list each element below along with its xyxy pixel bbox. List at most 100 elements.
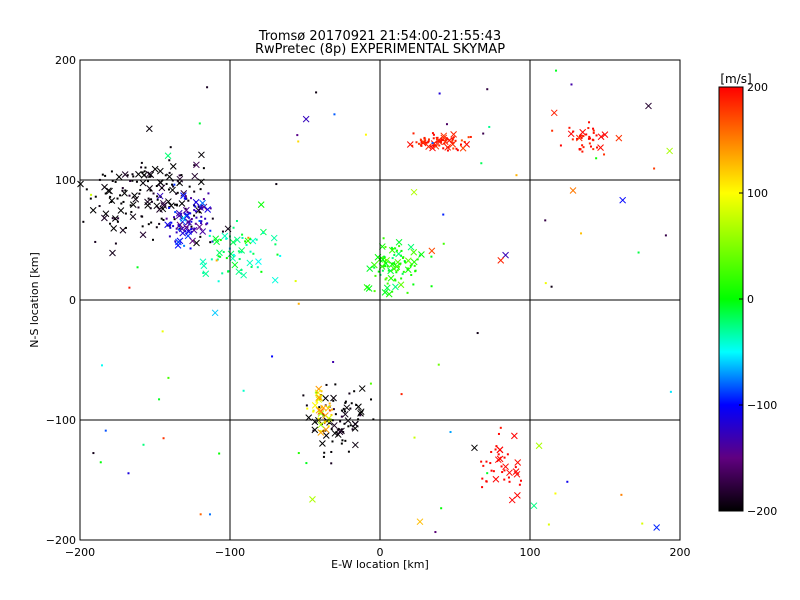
data-point-dot xyxy=(190,230,193,233)
data-point-x xyxy=(231,261,239,269)
data-point-dot xyxy=(139,189,142,192)
data-point-dot xyxy=(403,260,406,263)
data-point-dot xyxy=(114,218,117,221)
data-point-dot xyxy=(456,149,459,152)
data-point-dot xyxy=(370,398,373,401)
data-point-x xyxy=(366,265,374,273)
data-point-x xyxy=(200,262,208,270)
data-point-dot xyxy=(454,139,457,142)
data-point-dot xyxy=(566,480,569,483)
data-point-dot xyxy=(194,222,197,225)
data-point-dot xyxy=(452,136,455,139)
data-point-x xyxy=(388,261,396,268)
data-point-dot xyxy=(585,133,588,136)
x-ticks: −200 −100 0 100 200 xyxy=(65,546,691,559)
data-point-dot xyxy=(200,220,203,223)
data-point-dot xyxy=(653,167,656,170)
data-point-x xyxy=(330,422,338,429)
data-point-x xyxy=(229,255,237,262)
data-point-dot xyxy=(216,258,219,261)
data-point-x xyxy=(156,192,164,200)
data-point-dot xyxy=(294,280,297,283)
data-point-x xyxy=(392,283,399,291)
data-point-dot xyxy=(325,383,328,386)
data-point-dot xyxy=(399,262,402,265)
data-point-x xyxy=(309,496,316,503)
data-point-dot xyxy=(351,428,354,431)
data-point-dot xyxy=(467,136,470,139)
data-point-dot xyxy=(318,406,321,409)
data-point-dot xyxy=(189,212,192,215)
data-point-dot xyxy=(149,207,152,210)
data-point-dot xyxy=(340,409,343,412)
data-point-dot xyxy=(442,213,445,216)
data-point-dot xyxy=(320,422,323,425)
data-point-dot xyxy=(485,460,488,463)
data-point-dot xyxy=(158,222,161,225)
data-point-dot xyxy=(603,153,606,156)
y-tick-label: 100 xyxy=(55,174,76,187)
data-point-dot xyxy=(127,472,130,475)
data-point-x xyxy=(381,289,389,296)
data-point-dot xyxy=(430,285,433,288)
data-point-dot xyxy=(165,182,168,185)
data-point-dot xyxy=(94,240,97,243)
data-point-dot xyxy=(481,486,484,489)
data-point-dot xyxy=(339,420,342,423)
data-point-dot xyxy=(199,513,202,516)
data-point-dot xyxy=(486,472,489,475)
data-point-dot xyxy=(412,132,415,135)
data-point-dot xyxy=(431,142,434,145)
data-point-x xyxy=(315,406,323,414)
data-point-x xyxy=(169,162,177,170)
data-point-dot xyxy=(451,139,454,142)
data-point-dot xyxy=(109,222,112,225)
data-point-x xyxy=(311,426,319,434)
data-point-dot xyxy=(147,223,150,226)
data-point-x xyxy=(404,257,412,265)
data-point-dot xyxy=(109,195,112,198)
data-point-x xyxy=(390,265,398,273)
data-point-dot xyxy=(306,407,309,410)
data-point-dot xyxy=(494,448,497,451)
data-point-dot xyxy=(330,450,333,453)
data-point-x xyxy=(416,518,424,526)
data-point-dot xyxy=(485,480,488,483)
data-point-x xyxy=(407,243,415,251)
data-point-dot xyxy=(404,261,407,264)
data-point-dot xyxy=(394,279,397,282)
y-tick-label: −100 xyxy=(46,414,76,427)
data-point-x xyxy=(189,237,196,245)
data-point-dot xyxy=(499,426,502,429)
colorbar-tick-label: 100 xyxy=(747,187,768,200)
data-point-dot xyxy=(432,133,435,136)
data-point-dot xyxy=(240,251,243,254)
data-point-dot xyxy=(431,132,434,135)
data-point-dot xyxy=(332,408,335,411)
data-point-x xyxy=(135,170,142,178)
data-point-dot xyxy=(174,203,177,206)
data-point-dot xyxy=(187,199,190,202)
data-point-dot xyxy=(396,269,399,272)
data-point-dot xyxy=(440,138,443,141)
data-point-dot xyxy=(186,211,189,214)
data-point-x xyxy=(183,206,190,214)
data-point-x xyxy=(619,196,627,204)
data-point-x xyxy=(77,180,84,188)
data-point-dot xyxy=(400,393,403,396)
data-point-dot xyxy=(373,290,376,293)
data-point-dot xyxy=(165,217,168,220)
data-point-dot xyxy=(175,227,178,230)
data-point-dot xyxy=(482,132,485,135)
data-point-x xyxy=(502,251,509,259)
data-point-x xyxy=(357,410,364,417)
data-point-x xyxy=(496,446,504,454)
data-point-dot xyxy=(184,195,187,198)
data-point-dot xyxy=(544,219,547,222)
data-point-x xyxy=(471,444,478,452)
data-point-x xyxy=(156,167,164,175)
data-point-dot xyxy=(116,220,119,223)
data-point-dot xyxy=(592,127,595,130)
data-point-dot xyxy=(190,197,193,200)
data-point-dot xyxy=(238,258,241,261)
